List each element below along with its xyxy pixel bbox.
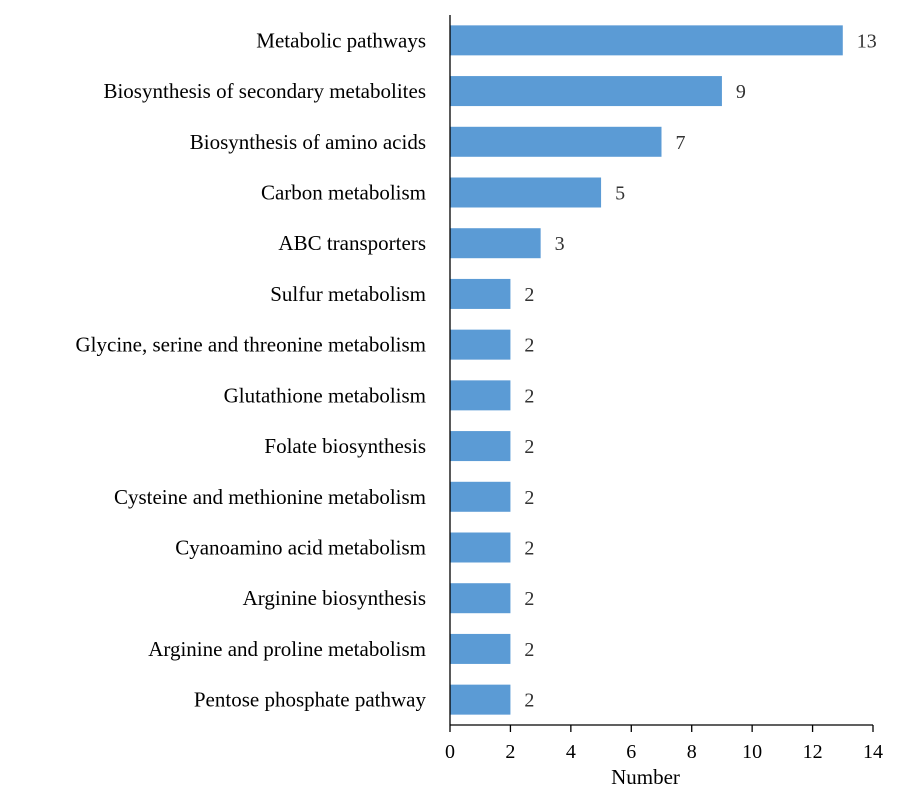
x-tick-label-10: 10 — [742, 741, 762, 763]
category-label-glycine-serine-and-threonine-metabolism: Glycine, serine and threonine metabolism — [76, 333, 426, 357]
data-label-glutathione-metabolism: 2 — [524, 385, 534, 407]
category-label-abc-transporters: ABC transporters — [278, 231, 426, 255]
data-label-cysteine-and-methionine-metabolism: 2 — [524, 487, 534, 509]
category-label-cyanoamino-acid-metabolism: Cyanoamino acid metabolism — [175, 536, 426, 560]
data-label-arginine-and-proline-metabolism: 2 — [524, 639, 534, 661]
category-label-biosynthesis-of-secondary-metabolites: Biosynthesis of secondary metabolites — [103, 79, 426, 103]
category-label-metabolic-pathways: Metabolic pathways — [256, 28, 426, 52]
bar-cyanoamino-acid-metabolism — [450, 532, 511, 563]
category-label-sulfur-metabolism: Sulfur metabolism — [270, 282, 426, 306]
bar-glycine-serine-and-threonine-metabolism — [450, 329, 511, 360]
bar-pentose-phosphate-pathway — [450, 684, 511, 715]
bar-arginine-biosynthesis — [450, 583, 511, 614]
category-label-biosynthesis-of-amino-acids: Biosynthesis of amino acids — [190, 130, 426, 154]
category-label-pentose-phosphate-pathway: Pentose phosphate pathway — [194, 688, 427, 712]
x-tick-label-4: 4 — [566, 741, 576, 763]
x-tick-label-8: 8 — [687, 741, 697, 763]
data-label-arginine-biosynthesis: 2 — [524, 588, 534, 610]
bar-sulfur-metabolism — [450, 278, 511, 309]
value-labels-group: 13 9 7 5 3 2 2 2 2 2 2 2 2 2 — [524, 30, 876, 711]
category-label-cysteine-and-methionine-metabolism: Cysteine and methionine metabolism — [114, 485, 426, 509]
x-axis-title: Number — [611, 765, 680, 789]
bar-metabolic-pathways — [450, 25, 843, 56]
x-tick-label-0: 0 — [445, 741, 455, 763]
x-tick-label-12: 12 — [803, 741, 823, 763]
category-label-folate-biosynthesis: Folate biosynthesis — [264, 434, 426, 458]
bars-group — [450, 25, 843, 715]
data-label-abc-transporters: 3 — [555, 233, 565, 255]
bar-biosynthesis-of-amino-acids — [450, 126, 662, 157]
bar-biosynthesis-of-secondary-metabolites — [450, 76, 722, 107]
data-label-biosynthesis-of-amino-acids: 7 — [676, 132, 686, 154]
category-label-glutathione-metabolism: Glutathione metabolism — [224, 383, 426, 407]
x-tick-label-2: 2 — [505, 741, 515, 763]
bar-glutathione-metabolism — [450, 380, 511, 411]
axes-group — [449, 15, 873, 726]
x-tick-label-14: 14 — [863, 741, 883, 763]
bar-folate-biosynthesis — [450, 431, 511, 462]
data-label-folate-biosynthesis: 2 — [524, 436, 534, 458]
data-label-glycine-serine-and-threonine-metabolism: 2 — [524, 335, 534, 357]
data-label-metabolic-pathways: 13 — [857, 30, 877, 52]
x-ticks-group: 0 2 4 6 8 10 12 14 — [445, 725, 883, 763]
data-label-cyanoamino-acid-metabolism: 2 — [524, 538, 534, 560]
data-label-biosynthesis-of-secondary-metabolites: 9 — [736, 81, 746, 103]
bar-abc-transporters — [450, 228, 541, 259]
data-label-sulfur-metabolism: 2 — [524, 284, 534, 306]
data-label-pentose-phosphate-pathway: 2 — [524, 690, 534, 712]
x-tick-label-6: 6 — [626, 741, 636, 763]
category-labels-group: Metabolic pathways Biosynthesis of second… — [76, 28, 427, 711]
bar-arginine-and-proline-metabolism — [450, 633, 511, 664]
category-label-arginine-and-proline-metabolism: Arginine and proline metabolism — [148, 637, 426, 661]
data-label-carbon-metabolism: 5 — [615, 183, 625, 205]
category-label-carbon-metabolism: Carbon metabolism — [261, 181, 426, 205]
bar-cysteine-and-methionine-metabolism — [450, 481, 511, 512]
category-label-arginine-biosynthesis: Arginine biosynthesis — [243, 586, 426, 610]
bar-carbon-metabolism — [450, 177, 602, 208]
